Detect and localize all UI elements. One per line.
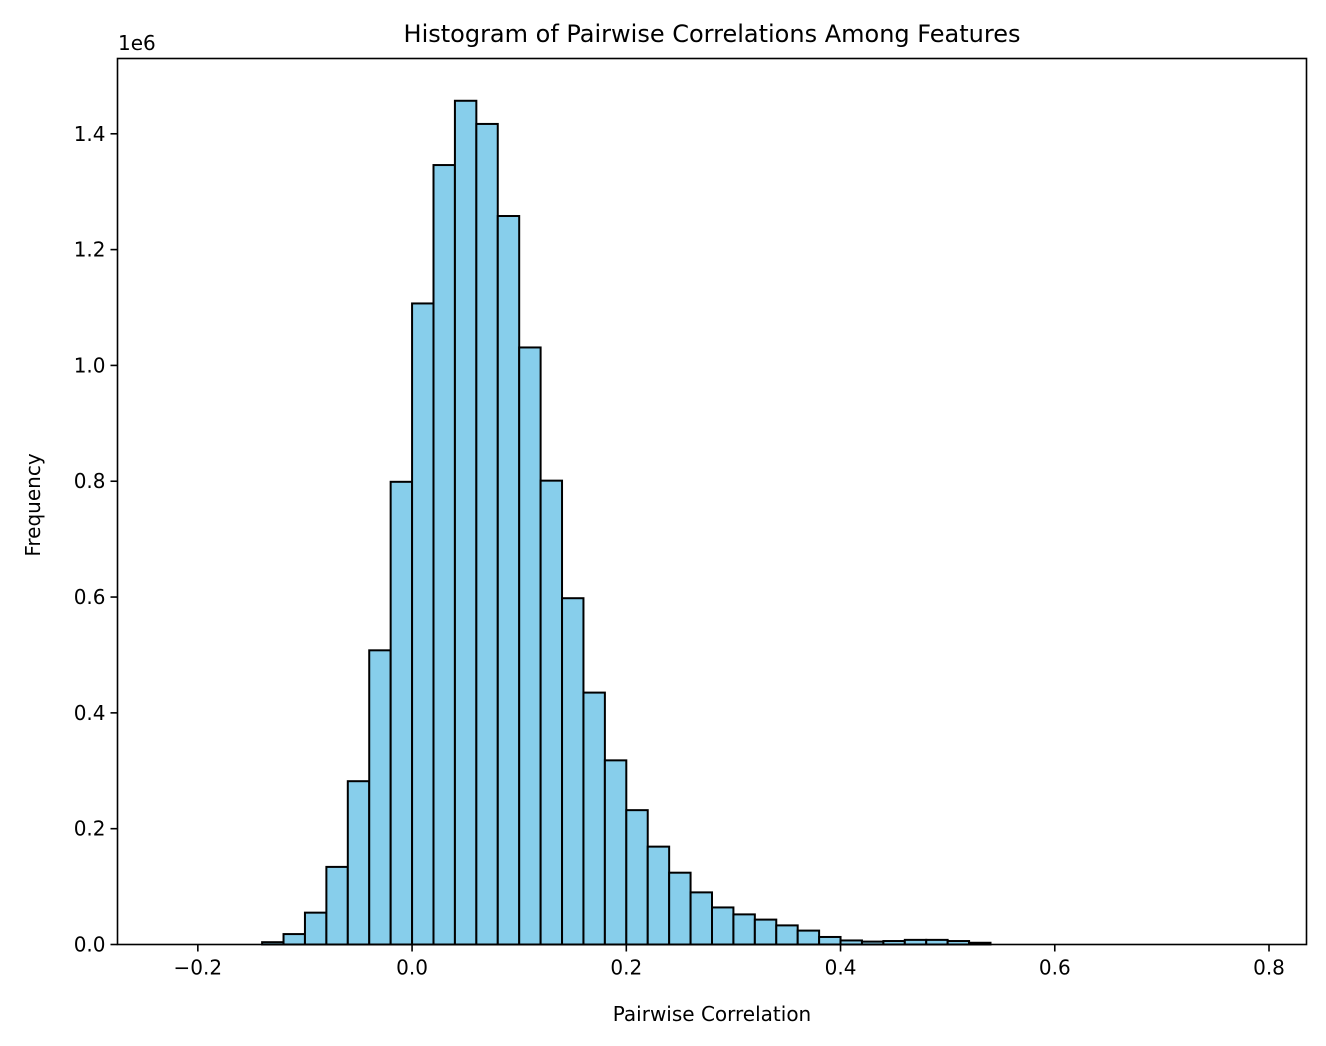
histogram-bar-9 [453, 99, 478, 946]
histogram-bar-16 [603, 759, 628, 946]
histogram-bar-3 [325, 865, 349, 946]
y-axis-title: Frequency [21, 453, 45, 556]
histogram-bar-6 [389, 480, 414, 946]
histogram-bar-20 [689, 891, 714, 946]
plot-area-frame [116, 57, 1308, 946]
y-tick-label-4: 0.8 [74, 469, 106, 493]
y-tick-label-2: 0.4 [74, 701, 106, 725]
histogram-bar-24 [775, 924, 799, 946]
y-tick-label-7: 1.4 [74, 122, 106, 146]
x-tick-label-2: 0.2 [610, 956, 642, 980]
x-tick-label-0: −0.2 [174, 956, 223, 980]
x-tick-label-4: 0.6 [1039, 956, 1071, 980]
histogram-bar-8 [432, 164, 456, 946]
histogram-bar-13 [539, 479, 564, 946]
x-tick-label-1: 0.0 [396, 956, 428, 980]
histogram-bar-12 [518, 346, 542, 946]
y-offset-label: 1e6 [118, 31, 156, 55]
histogram-bar-1 [282, 933, 306, 946]
histogram-bar-17 [625, 809, 649, 946]
y-tick-label-0: 0.0 [74, 933, 106, 957]
y-tick-label-6: 1.2 [74, 238, 106, 262]
histogram-bar-19 [668, 871, 692, 946]
histogram-bar-5 [368, 649, 392, 946]
y-tick-label-1: 0.2 [74, 817, 106, 841]
histogram-bars [261, 99, 992, 946]
y-tick-label-3: 0.6 [74, 585, 106, 609]
histogram-bar-18 [646, 845, 671, 946]
x-axis-title: Pairwise Correlation [613, 1002, 811, 1026]
histogram-bar-4 [346, 780, 371, 946]
x-axis-ticks: −0.2 0.0 0.2 0.4 0.6 0.8 [174, 944, 1285, 980]
x-tick-label-3: 0.4 [825, 956, 857, 980]
histogram-bar-25 [796, 929, 821, 946]
histogram-bar-23 [753, 918, 778, 946]
histogram-bar-10 [475, 122, 499, 946]
chart-title: Histogram of Pairwise Correlations Among… [404, 20, 1021, 48]
y-axis-ticks: 0.0 0.2 0.4 0.6 0.8 1.0 1.2 1.4 [74, 122, 118, 957]
histogram-bar-11 [496, 215, 521, 946]
histogram-bar-15 [582, 691, 606, 946]
histogram-bar-22 [732, 913, 756, 946]
y-tick-label-5: 1.0 [74, 353, 106, 377]
histogram-bar-14 [561, 597, 585, 946]
histogram-bar-26 [818, 935, 842, 946]
x-tick-label-5: 0.8 [1253, 956, 1285, 980]
histogram-bar-7 [411, 302, 435, 946]
histogram-bar-21 [711, 906, 735, 946]
histogram-bar-2 [303, 911, 328, 946]
